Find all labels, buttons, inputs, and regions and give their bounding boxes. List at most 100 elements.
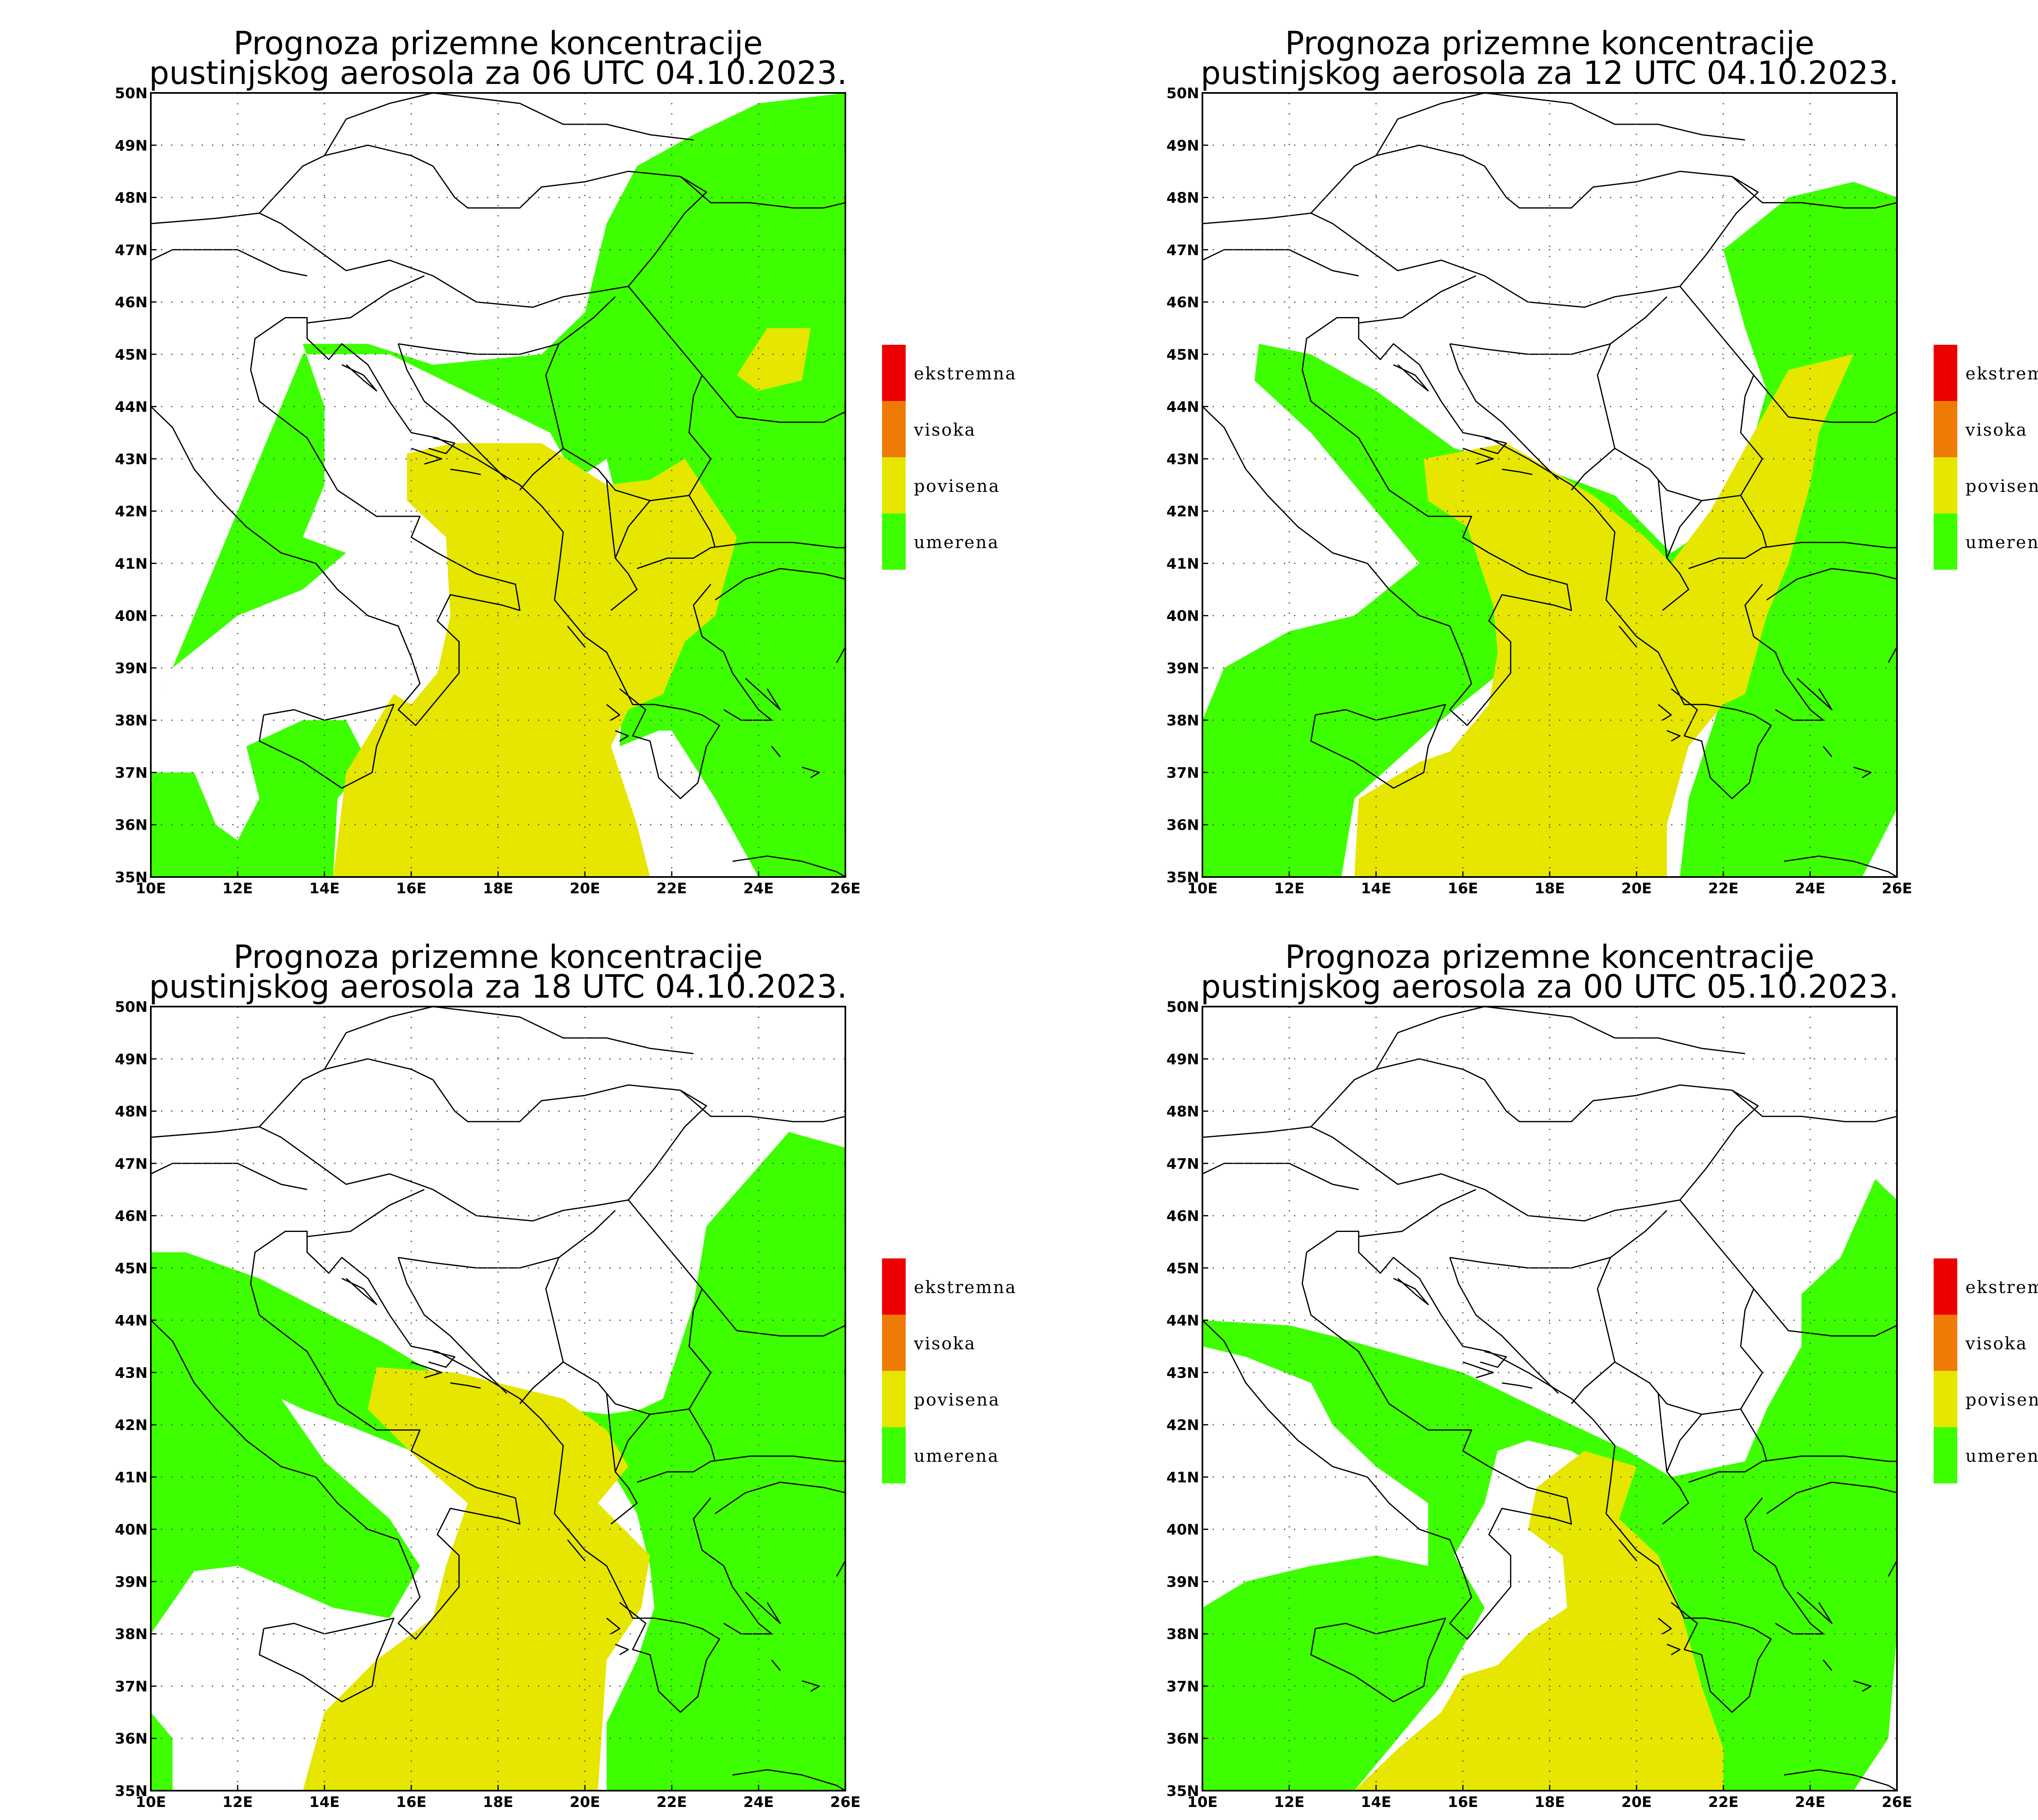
legend-swatch <box>1934 1371 1957 1427</box>
x-tick-label: 22E <box>1708 880 1739 897</box>
x-tick-label: 14E <box>309 1794 340 1811</box>
panel-title-line-1: Prognoza prizemne koncentracije <box>234 25 763 62</box>
y-tick-label: 45N <box>115 1260 148 1277</box>
country-border <box>1449 344 1559 480</box>
island-outline <box>615 1644 629 1655</box>
country-border <box>637 547 711 569</box>
country-border <box>1484 165 1732 209</box>
country-border <box>615 1414 651 1472</box>
island-outline <box>1853 1680 1872 1692</box>
legend-swatch <box>1934 1258 1957 1315</box>
map-outline <box>1202 93 1897 877</box>
y-tick-label: 45N <box>1167 1260 1199 1277</box>
island-outline <box>428 1351 455 1368</box>
x-tick-label: 22E <box>657 880 687 897</box>
x-tick-label: 22E <box>1708 1794 1739 1811</box>
country-border <box>397 344 507 480</box>
x-tick-label: 24E <box>1795 1794 1826 1811</box>
country-border <box>324 1007 694 1070</box>
legend-label: ekstremna <box>914 364 1017 383</box>
x-tick-label: 14E <box>309 880 340 897</box>
concentration-fill <box>1202 1179 1897 1791</box>
x-tick-label: 16E <box>396 880 427 897</box>
country-border <box>324 93 694 156</box>
island-outline <box>615 730 629 742</box>
x-tick-label: 24E <box>743 880 774 897</box>
country-border <box>1731 176 1897 209</box>
panel-title-line-2: pustinjskog aerosola za 12 UTC 04.10.202… <box>1201 55 1899 92</box>
y-tick-label: 35N <box>115 1783 148 1800</box>
y-tick-label: 36N <box>115 1731 148 1747</box>
legend-swatch <box>1934 1427 1957 1483</box>
y-tick-label: 36N <box>115 817 148 834</box>
country-border <box>1449 1257 1616 1404</box>
island-outline <box>1796 1591 1833 1624</box>
x-tick-label: 26E <box>1882 880 1912 897</box>
legend: ekstremna visoka povisena umerena <box>882 1258 1016 1483</box>
country-border <box>1375 1007 1745 1070</box>
country-border <box>1310 1058 1485 1128</box>
island-outline <box>411 1361 442 1379</box>
panel-title-line-2: pustinjskog aerosola za 18 UTC 04.10.202… <box>149 969 847 1005</box>
legend: ekstremna visoka povisena umerena <box>1934 345 2038 570</box>
y-tick-label: 35N <box>1167 1783 1199 1800</box>
legend-label: visoka <box>1965 1333 2028 1353</box>
country-border <box>398 1257 564 1404</box>
island-outline <box>450 1382 481 1389</box>
country-border <box>259 144 433 214</box>
y-tick-label: 48N <box>1167 1104 1199 1120</box>
island-outline <box>428 437 455 454</box>
legend-label: visoka <box>913 420 976 440</box>
concentration-fill <box>151 1132 845 1791</box>
legend-label: umerena <box>914 532 999 552</box>
moderate-zone <box>1202 1179 1897 1791</box>
island-outline <box>1480 1351 1507 1368</box>
country-border <box>1359 275 1476 324</box>
coastline <box>715 1481 845 1514</box>
y-tick-label: 37N <box>115 765 148 781</box>
island-outline <box>1480 437 1507 454</box>
country-border <box>615 500 651 559</box>
y-tick-label: 38N <box>115 712 148 729</box>
legend-swatch <box>1934 457 1957 513</box>
country-border <box>1688 1461 1763 1483</box>
x-tick-label: 12E <box>223 880 253 897</box>
coastline <box>1310 1617 1446 1703</box>
x-tick-label: 16E <box>1448 1794 1478 1811</box>
y-tick-label: 46N <box>1167 294 1199 311</box>
y-tick-label: 44N <box>115 1313 148 1329</box>
x-tick-label: 12E <box>1274 880 1305 897</box>
x-tick-label: 16E <box>1448 880 1478 897</box>
country-border <box>151 176 707 308</box>
y-tick-label: 50N <box>1167 999 1199 1016</box>
island-outline <box>771 1659 781 1671</box>
y-tick-label: 38N <box>115 1626 148 1643</box>
country-border <box>1375 93 1745 156</box>
country-border <box>151 1163 307 1190</box>
x-tick-label: 10E <box>1187 1794 1218 1811</box>
island-outline <box>1888 646 1897 663</box>
y-tick-label: 47N <box>1167 1156 1199 1172</box>
x-tick-label: 18E <box>483 880 514 897</box>
graticule <box>1202 93 1897 877</box>
elevated-zone <box>333 443 737 877</box>
panel-title-line-1: Prognoza prizemne koncentracije <box>1285 939 1815 976</box>
legend-swatch <box>1934 345 1957 401</box>
country-border <box>558 1210 616 1258</box>
x-tick-label: 20E <box>570 1794 600 1811</box>
moderate-zone <box>151 93 845 877</box>
y-tick-label: 44N <box>115 399 148 416</box>
coastline <box>1310 704 1446 789</box>
legend-label: visoka <box>1965 420 2028 440</box>
x-tick-label: 20E <box>570 880 600 897</box>
y-tick-label: 44N <box>1167 399 1199 416</box>
island-outline <box>606 1617 620 1635</box>
coastline <box>258 704 395 789</box>
island-outline <box>1666 730 1681 742</box>
legend: ekstremna visoka povisena umerena <box>1934 1258 2038 1483</box>
country-border <box>1753 1288 1897 1337</box>
country-border <box>710 542 845 549</box>
concentration-fill <box>1202 182 1897 877</box>
x-tick-label: 10E <box>136 880 166 897</box>
country-border <box>307 275 425 324</box>
